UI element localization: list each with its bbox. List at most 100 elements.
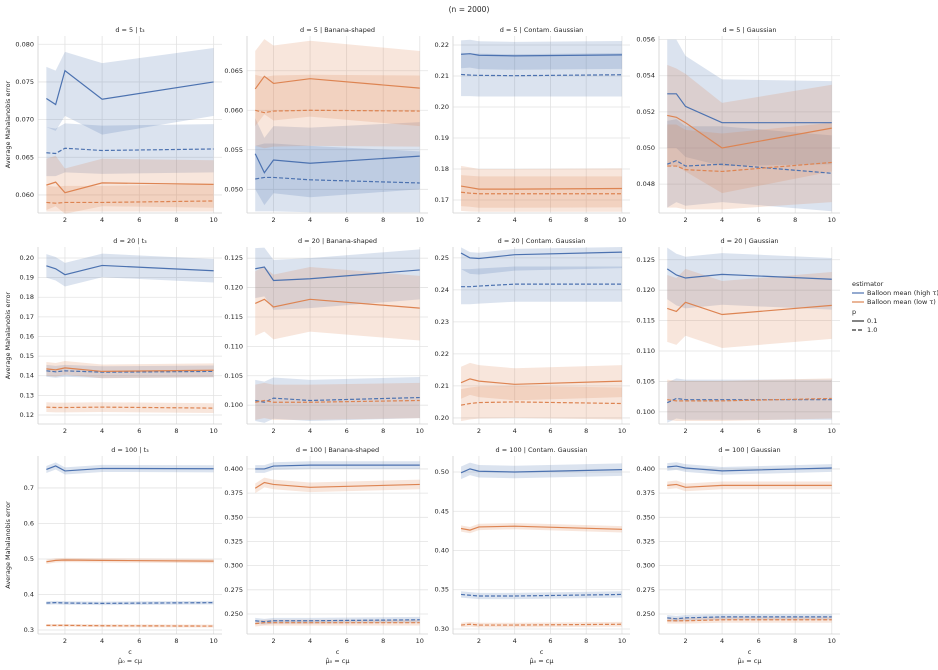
confidence-band [667, 462, 832, 475]
x-tick-label: 10 [618, 637, 626, 645]
line [667, 301, 832, 316]
line [255, 399, 420, 403]
confidence-band [461, 165, 622, 208]
x-tick-label: 6 [345, 427, 349, 435]
x-tick-label: 8 [381, 216, 385, 224]
confidence-band [461, 385, 622, 422]
y-tick-label: 0.18 [20, 293, 34, 301]
y-tick-label: 0.275 [636, 586, 655, 594]
y-tick-label: 0.275 [224, 586, 243, 594]
y-tick-label: 0.105 [636, 377, 655, 385]
line [254, 481, 420, 489]
line [255, 622, 420, 625]
x-tick-label: 10 [209, 427, 217, 435]
y-tick-label: 0.21 [435, 72, 449, 80]
y-tick-label: 0.110 [224, 342, 243, 350]
y-tick-label: 0.20 [435, 414, 449, 422]
x-tick-label: 6 [548, 637, 552, 645]
confidence-band [46, 253, 214, 287]
confidence-band [255, 266, 420, 341]
line [254, 153, 420, 174]
y-tick-label: 0.7 [24, 484, 34, 492]
x-axis-label: c [128, 648, 132, 656]
legend-label: 0.1 [867, 317, 877, 325]
x-tick-label: 4 [308, 427, 312, 435]
line [46, 69, 214, 106]
x-tick-label: 8 [584, 637, 588, 645]
figure-title: (n = 2000) [449, 5, 490, 14]
confidence-band [255, 247, 420, 310]
subplot-title: d = 20 | Gaussian [720, 237, 778, 245]
x-tick-label: 2 [271, 637, 275, 645]
y-tick-label: 0.075 [15, 78, 34, 86]
y-tick-label: 0.45 [435, 507, 449, 515]
y-tick-label: 0.050 [636, 144, 655, 152]
x-tick-label: 4 [720, 427, 724, 435]
x-axis-label: c [540, 648, 544, 656]
y-tick-label: 0.23 [435, 318, 449, 326]
x-tick-label: 10 [416, 637, 424, 645]
line [460, 525, 622, 531]
y-tick-label: 0.052 [636, 108, 655, 116]
confidence-band [255, 477, 420, 494]
line [255, 266, 420, 282]
y-tick-label: 0.350 [224, 513, 243, 521]
y-tick-label: 0.35 [435, 586, 449, 594]
x-axis-label: μ̂₀ = cμ [737, 657, 761, 665]
confidence-band [667, 39, 832, 167]
x-tick-label: 4 [720, 216, 724, 224]
x-axis-label: μ̂₀ = cμ [118, 657, 142, 665]
confidence-band [255, 74, 420, 149]
line [46, 200, 214, 204]
line [460, 251, 622, 260]
y-tick-label: 0.30 [435, 625, 449, 633]
subplot-title: d = 5 | Banana-shaped [300, 26, 375, 34]
y-tick-label: 0.120 [224, 284, 243, 292]
x-tick-label: 4 [100, 637, 104, 645]
line [46, 406, 214, 409]
line [460, 401, 622, 406]
line [254, 298, 420, 309]
confidence-band [461, 52, 622, 97]
confidence-band [461, 39, 622, 70]
confidence-band [255, 143, 420, 213]
y-tick-label: 0.120 [636, 286, 655, 294]
y-tick-label: 0.17 [20, 313, 34, 321]
y-tick-label: 0.18 [435, 165, 449, 173]
confidence-band [667, 268, 832, 348]
x-tick-label: 4 [513, 427, 517, 435]
y-tick-label: 0.056 [636, 36, 655, 44]
subplot-title: d = 100 | Gaussian [718, 446, 780, 454]
y-axis-label: Average Mahalanobis error [4, 291, 12, 379]
confidence-band [667, 378, 832, 423]
y-tick-label: 0.3 [24, 626, 34, 634]
x-axis-label: c [336, 648, 340, 656]
line [255, 109, 420, 114]
confidence-band [46, 361, 214, 379]
x-tick-label: 10 [416, 216, 424, 224]
y-tick-label: 0.060 [15, 191, 34, 199]
y-tick-label: 0.14 [20, 372, 34, 380]
subplot-title: d = 5 | t₃ [115, 26, 145, 34]
line [666, 268, 832, 280]
y-tick-label: 0.060 [224, 106, 243, 114]
subplot-title: d = 100 | Contam. Gaussian [496, 446, 588, 454]
x-tick-label: 8 [793, 637, 797, 645]
y-tick-label: 0.25 [435, 254, 449, 262]
legend-label: 1.0 [867, 326, 877, 334]
line [46, 367, 214, 373]
line [667, 616, 832, 620]
y-tick-label: 0.21 [435, 382, 449, 390]
y-tick-label: 0.115 [636, 317, 655, 325]
y-tick-label: 0.4 [24, 590, 34, 598]
y-tick-label: 0.6 [24, 519, 34, 527]
y-tick-label: 0.400 [636, 465, 655, 473]
y-tick-label: 0.070 [15, 116, 34, 124]
x-tick-label: 4 [308, 216, 312, 224]
confidence-band [46, 48, 214, 135]
y-tick-label: 0.110 [636, 347, 655, 355]
line [667, 397, 832, 402]
x-tick-label: 6 [137, 216, 141, 224]
line [46, 181, 214, 194]
